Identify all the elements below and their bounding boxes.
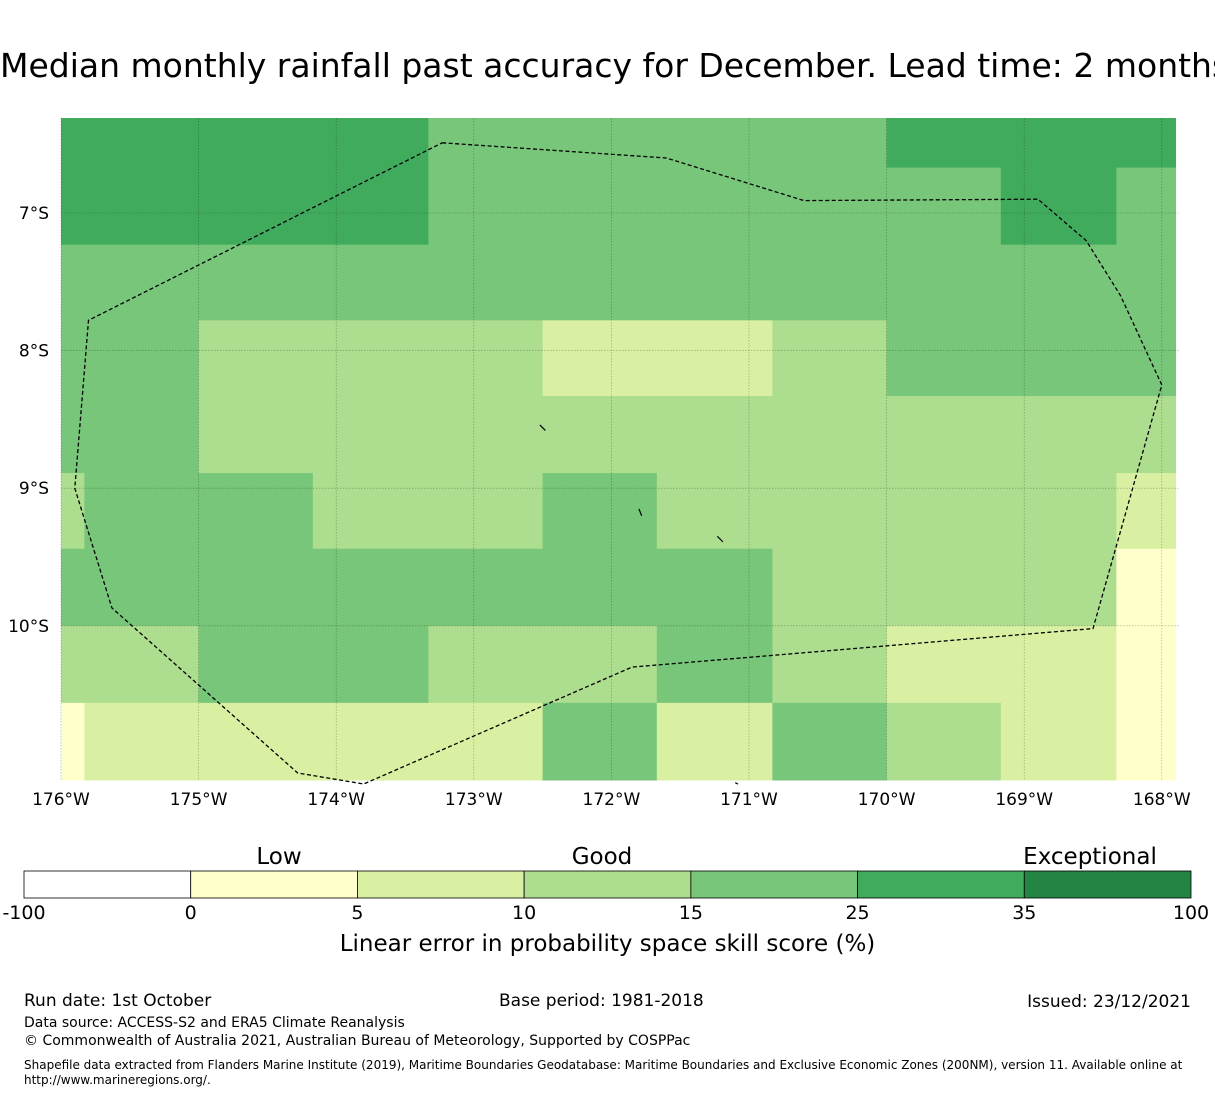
skill-cell [886,118,1177,169]
skill-cell [428,625,658,704]
skill-cell [84,473,314,550]
skill-cell [61,473,85,550]
longitude-tick-label: 168°W [1133,790,1191,810]
issued-date: Issued: 23/12/2021 [1027,992,1191,1012]
colorbar-swatch [23,870,192,899]
longitude-tick-label: 171°W [720,790,778,810]
colorbar-category-exceptional: Exceptional [1023,844,1157,870]
skill-cell [61,625,200,704]
island [638,508,643,516]
skill-cell [772,702,888,781]
run-date: Run date: 1st October [24,991,212,1011]
eez-boundary-layer [74,142,1163,785]
skill-cell [772,320,888,397]
colorbar-label: Linear error in probability space skill … [339,931,876,957]
islands-layer [539,424,739,785]
colorbar-swatch [523,870,692,899]
data-source: Data source: ACCESS-S2 and ERA5 Climate … [24,1015,405,1031]
eez-boundary [74,142,1163,785]
longitude-tick-label: 176°W [32,790,90,810]
colorbar-swatch [357,870,525,899]
skill-cell [198,396,1177,474]
latitude-tick-label: 7°S [19,204,49,224]
longitude-tick-label: 173°W [445,790,503,810]
skill-cell [1116,473,1177,550]
latitude-tick-labels: 7°S 8°S 9°S 10°S [8,204,49,637]
skill-cell [772,548,1117,627]
skill-cell [61,702,85,781]
longitude-tick-label: 169°W [995,790,1053,810]
skill-cell [656,625,773,704]
colorbar-tick-label: 25 [845,902,870,924]
skill-cell [1116,548,1177,627]
copyright: © Commonwealth of Australia 2021, Austra… [24,1033,691,1049]
longitude-tick-label: 175°W [170,790,228,810]
colorbar-tick-label: -100 [2,902,46,924]
latitude-tick-label: 9°S [19,479,49,499]
colorbar-swatch [857,870,1025,899]
skill-cell [1000,702,1117,781]
skill-cell [886,167,1002,246]
colorbar-swatch [690,870,858,899]
latitude-tick-label: 8°S [19,342,49,362]
skill-cell [542,320,773,397]
longitude-tick-labels: 176°W 175°W 174°W 173°W 172°W 171°W 170°W 169°W… [32,790,1191,810]
longitude-tick-label: 174°W [307,790,365,810]
skill-cell [1116,167,1177,246]
colorbar-tick-label: 100 [1172,902,1210,924]
skill-cell [61,118,429,246]
skill-cell [886,320,1177,397]
island [716,535,724,543]
colorbar-tick-label: 35 [1012,902,1037,924]
colorbar-category-good: Good [571,844,633,870]
skill-cell [1000,167,1117,246]
skill-cell [1116,702,1177,781]
colorbar-swatch [1023,870,1192,899]
latitude-tick-label: 10°S [8,617,49,637]
shapefile-credit-line-2: http://www.marineregions.org/. [24,1073,211,1087]
map-panel: 176°W 175°W 174°W 173°W 172°W 171°W 170°W 169°W… [8,118,1191,810]
map-title: Median monthly rainfall past accuracy fo… [0,46,1215,85]
island [734,782,739,785]
skill-cell [61,320,200,474]
longitude-tick-label: 170°W [858,790,916,810]
island [539,424,546,431]
skill-cell [61,244,1177,321]
skill-cell [542,473,658,550]
colorbar-category-low: Low [256,844,302,870]
skill-cell [84,702,544,781]
graticule-layer [60,118,1179,780]
skill-cell [772,625,888,704]
skill-cell [312,473,544,550]
skill-cells-layer [61,118,1177,781]
colorbar-tick-label: 10 [512,902,537,924]
skill-cell [886,625,1117,704]
skill-cell [198,320,544,397]
skill-cell [886,702,1002,781]
shapefile-credit-line-1: Shapefile data extracted from Flanders M… [24,1058,1183,1072]
skill-cell [656,702,773,781]
skill-cell [542,702,658,781]
colorbar [23,870,1192,899]
base-period: Base period: 1981-2018 [499,991,704,1011]
longitude-tick-label: 172°W [583,790,641,810]
colorbar-tick-label: 0 [184,902,197,924]
colorbar-swatch [190,870,358,899]
colorbar-tick-label: 15 [678,902,703,924]
skill-cell [656,473,1117,550]
skill-cell [428,118,888,246]
skill-cell [198,625,429,704]
skill-cell [61,548,773,627]
colorbar-tick-label: 5 [351,902,364,924]
skill-cell [1116,625,1177,704]
